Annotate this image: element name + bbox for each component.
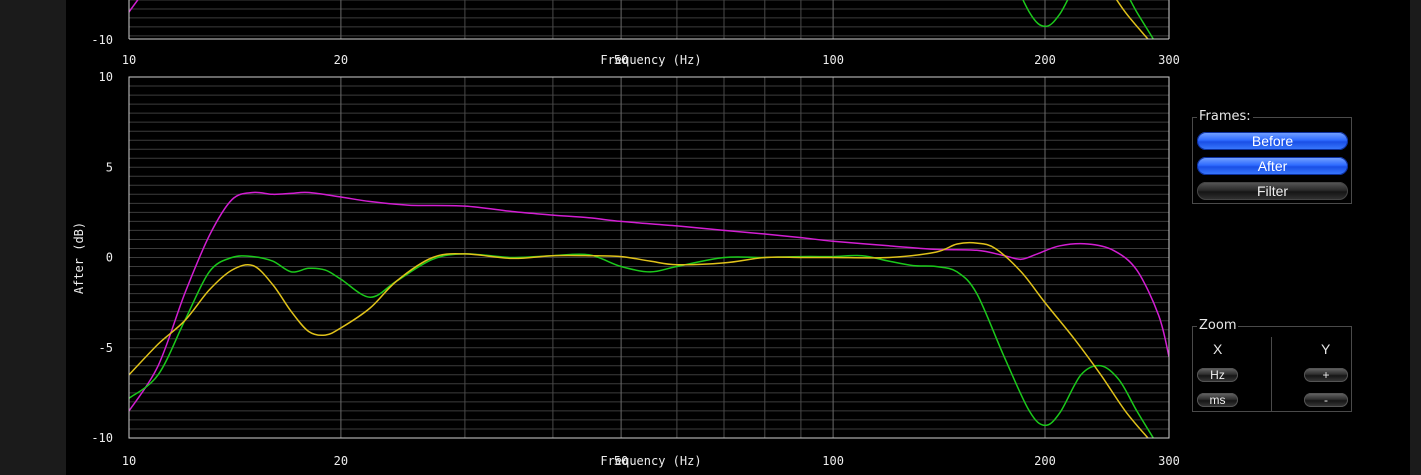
main-chart: -10 -5 0 5 10 10 20 50 100 200 300 Frequency (Hz)…	[72, 70, 1180, 468]
zoom-hz-button[interactable]: Hz	[1197, 368, 1238, 382]
top-x-tick-labels: 10 20 50 100 200 300	[122, 53, 1180, 67]
main-x-tick-labels: 10 20 50 100 200 300	[122, 454, 1180, 468]
top-chart: -10 10 20 50 100 200 300 Frequency (Hz)	[91, 0, 1180, 67]
zoom-panel: Zoom X Y Hz ms + -	[1192, 318, 1352, 412]
zoom-out-button[interactable]: -	[1304, 393, 1348, 407]
top-x-tick-label: 50	[614, 53, 628, 67]
main-y-axis-label: After (dB)	[72, 222, 86, 294]
right-gutter	[1410, 0, 1421, 475]
y-tick-label: 5	[106, 160, 113, 174]
x-tick-label: 300	[1158, 454, 1180, 468]
x-tick-label: 50	[614, 454, 628, 468]
series-line-2	[129, 241, 1149, 438]
top-chart-grid	[128, 0, 1170, 39]
frame-after-button[interactable]: After	[1197, 157, 1348, 175]
x-tick-label: 200	[1034, 454, 1056, 468]
frames-title: Frames:	[1197, 109, 1253, 124]
y-tick-label: 0	[106, 251, 113, 265]
top-x-tick-label: 200	[1034, 53, 1056, 67]
top-x-tick-label: 300	[1158, 53, 1180, 67]
frames-panel: Frames: Before After Filter	[1192, 109, 1352, 204]
zoom-title: Zoom	[1197, 318, 1239, 333]
top-x-tick-label: 100	[822, 53, 844, 67]
main-chart-grid	[128, 76, 1170, 439]
zoom-in-button[interactable]: +	[1304, 368, 1348, 382]
y-tick-label: -5	[99, 341, 113, 355]
top-x-axis-label: Frequency (Hz)	[600, 53, 701, 67]
y-tick-label: 10	[99, 70, 113, 84]
main-x-axis-label: Frequency (Hz)	[600, 454, 701, 468]
main-y-tick-labels: -10 -5 0 5 10	[91, 70, 113, 445]
plot-area	[66, 0, 1410, 475]
top-series-line-1	[129, 0, 1154, 39]
series-line-1	[129, 253, 1154, 438]
top-chart-curves	[129, 0, 1154, 39]
main-chart-curves	[129, 191, 1169, 438]
top-y-tick-label: -10	[91, 33, 113, 47]
zoom-ms-button[interactable]: ms	[1197, 393, 1238, 407]
main-chart-frame	[128, 76, 1170, 439]
x-tick-label: 100	[822, 454, 844, 468]
frame-before-button[interactable]: Before	[1197, 132, 1348, 150]
y-tick-label: -10	[91, 431, 113, 445]
zoom-y-label: Y	[1321, 341, 1331, 357]
series-line-0	[129, 191, 1169, 412]
top-x-tick-label: 10	[122, 53, 136, 67]
frame-filter-button[interactable]: Filter	[1197, 182, 1348, 200]
zoom-divider	[1271, 337, 1272, 411]
zoom-x-label: X	[1213, 341, 1223, 357]
top-x-tick-label: 20	[334, 53, 348, 67]
x-tick-label: 20	[334, 454, 348, 468]
x-tick-label: 10	[122, 454, 136, 468]
